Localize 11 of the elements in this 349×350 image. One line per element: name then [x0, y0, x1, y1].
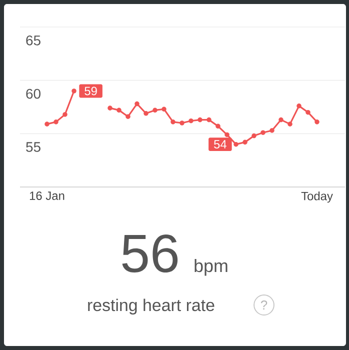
- text: bpm: [194, 259, 228, 276]
- y-tick-label: 60: [26, 88, 40, 99]
- x-tick-label: Today: [301, 192, 333, 203]
- text: ?: [260, 300, 268, 310]
- text: resting heart rate: [88, 298, 214, 315]
- x-tick-label: 16 Jan: [30, 192, 64, 200]
- y-tick-label: 55: [26, 142, 40, 152]
- text: 56: [122, 234, 178, 273]
- data-label: 59: [84, 86, 97, 96]
- data-label: 54: [214, 140, 226, 148]
- y-tick-label: 65: [26, 35, 40, 46]
